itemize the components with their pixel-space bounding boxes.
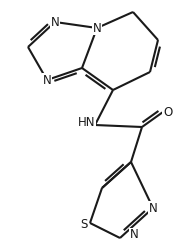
- Text: HN: HN: [78, 115, 95, 129]
- Text: O: O: [163, 106, 172, 118]
- Text: N: N: [149, 202, 157, 214]
- Text: N: N: [43, 74, 51, 86]
- Text: N: N: [93, 21, 101, 35]
- Text: N: N: [130, 229, 139, 241]
- Text: S: S: [81, 217, 88, 231]
- Text: N: N: [51, 16, 59, 28]
